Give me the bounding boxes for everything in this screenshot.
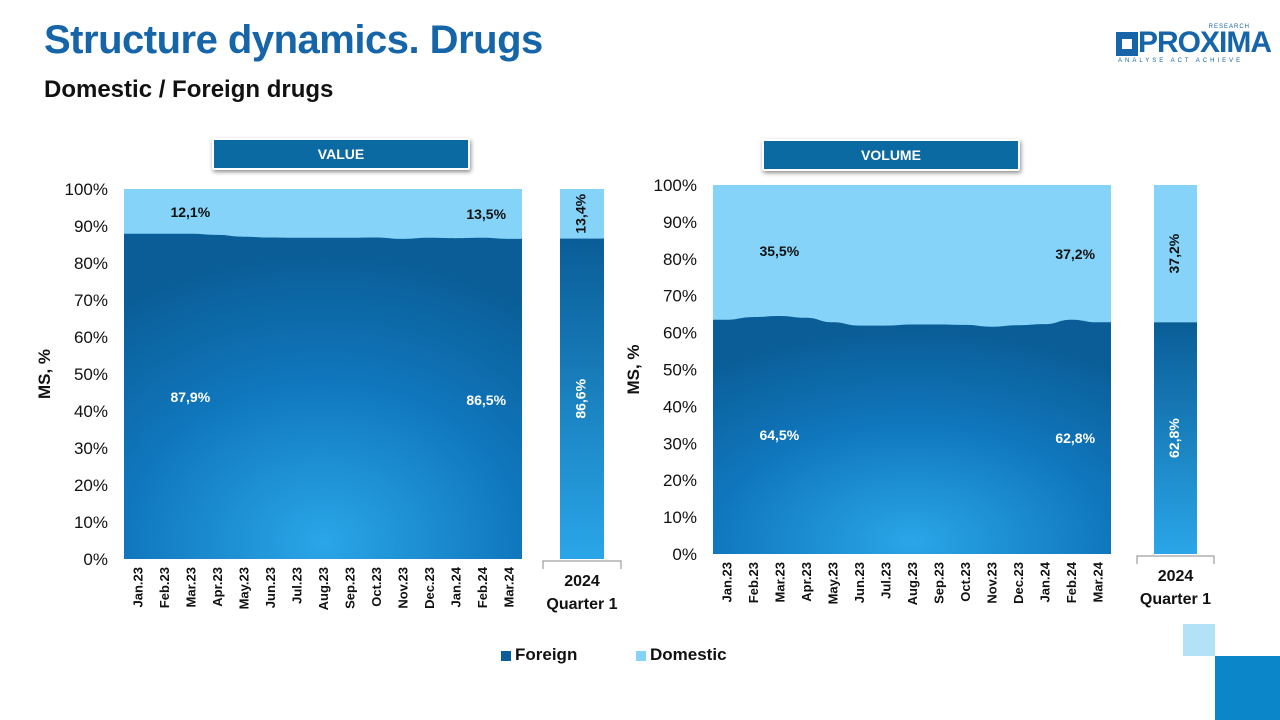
y-tick-label: 100% [65,180,108,199]
x-tick-label: Oct.23 [369,567,384,607]
y-tick-label: 60% [663,324,697,343]
y-tick-label: 80% [74,254,108,273]
x-tick-label: May.23 [825,562,840,604]
y-tick-label: 0% [672,545,697,564]
x-tick-label: Sep.23 [932,562,947,604]
y-tick-label: 20% [74,476,108,495]
y-tick-label: 30% [74,439,108,458]
x-tick-label: Mar.24 [1091,561,1106,602]
foreign-first-label: 64,5% [759,427,799,443]
y-tick-label: 80% [663,250,697,269]
summary-foreign-bar [1154,322,1197,554]
y-tick-label: 50% [663,361,697,380]
x-tick-label: Feb.24 [1064,561,1079,603]
x-tick-label: Sep.23 [343,567,358,609]
x-tick-label: Aug.23 [316,567,331,610]
y-tick-label: 10% [74,513,108,532]
foreign-area [713,316,1111,554]
y-tick-label: 60% [74,328,108,347]
domestic-first-label: 35,5% [759,243,799,259]
summary-foreign-label: 86,6% [573,378,589,418]
y-tick-label: 90% [663,213,697,232]
x-tick-label: Jan.24 [1038,561,1053,602]
y-tick-label: 50% [74,365,108,384]
x-tick-label: Jul.23 [289,567,304,604]
logo-research: RESEARCH [1208,24,1250,30]
summary-domestic-bar [560,189,604,239]
decor-square-light [1183,624,1215,656]
y-tick-label: 30% [663,434,697,453]
x-tick-label: Jul.23 [878,562,893,599]
foreign-last-label: 62,8% [1055,430,1095,446]
y-tick-label: 10% [663,508,697,527]
x-tick-label: May.23 [236,567,251,609]
domestic-last-label: 13,5% [466,206,506,222]
y-tick-label: 0% [83,550,108,569]
x-tick-label: Oct.23 [958,562,973,602]
x-tick-label: Dec.23 [422,567,437,609]
x-tick-label: Feb.23 [157,567,172,608]
legend-foreign-swatch [501,650,511,661]
x-tick-label: Jan.23 [130,567,145,607]
x-tick-label: Jan.24 [449,566,464,607]
y-axis-title: MS, % [35,349,54,399]
legend-domestic: Domestic [636,645,727,665]
summary-period-label: Quarter 1 [1140,591,1211,608]
x-tick-label: Nov.23 [396,567,411,609]
decor-square-dark [1215,656,1280,720]
proxima-logo: PROXIMA RESEARCH ANALYSE ACT ACHIEVE [1116,24,1272,70]
summary-axis-line [1136,555,1215,564]
page-title: Structure dynamics. Drugs [44,18,543,62]
legend-foreign-label: Foreign [515,645,578,664]
legend-domestic-label: Domestic [650,645,727,664]
domestic-last-label: 37,2% [1055,246,1095,262]
legend-foreign: Foreign [501,645,577,665]
x-tick-label: Jun.23 [852,562,867,603]
y-tick-label: 20% [663,471,697,490]
x-tick-label: Jun.23 [263,567,278,608]
x-tick-label: Aug.23 [905,562,920,605]
summary-domestic-bar [1154,185,1197,323]
y-tick-label: 70% [663,287,697,306]
summary-period-label: Quarter 1 [546,596,617,613]
x-tick-label: Mar.23 [183,567,198,607]
legend-domestic-swatch [636,650,646,661]
x-tick-label: Apr.23 [210,567,225,607]
x-tick-label: Feb.23 [746,562,761,603]
summary-year-label: 2024 [1158,568,1194,585]
summary-domestic-label: 13,4% [573,193,589,233]
summary-domestic-label: 37,2% [1166,233,1182,273]
x-tick-label: Mar.23 [772,562,787,602]
volume-panel-label: VOLUME [762,139,1020,171]
foreign-area [124,233,522,560]
logo-square-icon [1116,32,1138,56]
x-tick-label: Apr.23 [799,562,814,602]
foreign-last-label: 86,5% [466,392,506,408]
logo-tagline: ANALYSE ACT ACHIEVE [1118,58,1244,64]
value-panel-label: VALUE [212,138,470,170]
y-axis-title: MS, % [624,344,643,394]
x-tick-label: Feb.24 [475,566,490,608]
foreign-first-label: 87,9% [170,389,210,405]
x-tick-label: Mar.24 [502,566,517,607]
page-subtitle: Domestic / Foreign drugs [44,76,334,103]
summary-foreign-label: 62,8% [1166,418,1182,458]
y-tick-label: 90% [74,217,108,236]
y-tick-label: 70% [74,291,108,310]
x-tick-label: Nov.23 [985,562,1000,604]
y-tick-label: 40% [74,402,108,421]
summary-year-label: 2024 [564,573,600,590]
summary-axis-line [542,560,622,569]
y-tick-label: 40% [663,397,697,416]
y-tick-label: 100% [654,176,697,195]
domestic-first-label: 12,1% [170,204,210,220]
logo-word: PROXIMA [1138,26,1272,59]
x-tick-label: Jan.23 [719,562,734,602]
summary-foreign-bar [560,238,604,559]
x-tick-label: Dec.23 [1011,562,1026,604]
